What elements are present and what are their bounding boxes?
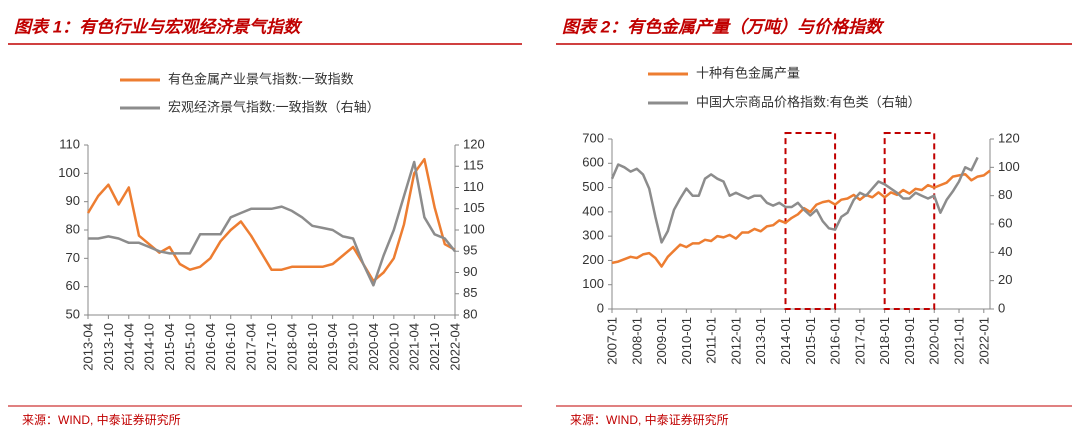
x-tick-label: 2008-01 — [629, 317, 644, 365]
x-tick-label: 2017-01 — [852, 317, 867, 365]
x-tick-label: 2007-01 — [605, 317, 620, 365]
x-tick-label: 2013-01 — [753, 317, 768, 365]
x-tick-label: 2019-10 — [346, 323, 361, 371]
x-tick-label: 2013-04 — [81, 323, 96, 371]
series-line — [610, 156, 979, 244]
series-line — [611, 169, 991, 268]
x-tick-label: 2016-01 — [828, 317, 843, 365]
x-tick-label: 2017-10 — [264, 323, 279, 371]
legend-label: 十种有色金属产量 — [696, 65, 800, 80]
series-line — [88, 160, 456, 287]
x-tick-label: 2022-01 — [976, 317, 991, 365]
x-tick-label: 2018-01 — [877, 317, 892, 365]
y2-tick-label: 0 — [998, 300, 1005, 315]
y2-tick-label: 40 — [998, 244, 1012, 259]
y2-tick-label: 60 — [998, 215, 1012, 230]
x-tick-label: 2020-04 — [366, 323, 381, 371]
y-tick-label: 110 — [59, 136, 80, 151]
legend-label: 有色金属产业景气指数:一致指数 — [168, 71, 354, 86]
x-tick-label: 2010-01 — [679, 317, 694, 365]
x-tick-label: 2020-10 — [386, 323, 401, 371]
highlight-box — [883, 132, 936, 310]
x-tick-label: 2021-10 — [427, 323, 442, 371]
x-tick-label: 2018-04 — [284, 323, 299, 371]
chart-title: 图表 2：有色金属产量（万吨）与价格指数 — [562, 17, 885, 36]
x-tick-label: 2022-04 — [448, 323, 463, 371]
y-tick-label: 60 — [66, 278, 80, 293]
y-tick-label: 700 — [582, 130, 604, 145]
y2-tick-label: 95 — [463, 243, 477, 258]
y2-tick-label: 120 — [998, 130, 1020, 145]
y-tick-label: 200 — [582, 252, 604, 267]
x-tick-label: 2015-10 — [182, 323, 197, 371]
x-tick-label: 2021-01 — [952, 317, 967, 365]
x-tick-label: 2011-01 — [704, 317, 719, 364]
y-tick-label: 500 — [582, 179, 604, 194]
chart-title: 图表 1：有色行业与宏观经济景气指数 — [14, 17, 303, 36]
y2-tick-label: 80 — [998, 187, 1012, 202]
x-tick-label: 2019-04 — [325, 323, 340, 371]
x-tick-label: 2009-01 — [654, 317, 669, 365]
x-tick-label: 2016-04 — [203, 323, 218, 371]
y2-tick-label: 85 — [463, 285, 477, 300]
y-tick-label: 0 — [597, 300, 604, 315]
y-tick-label: 600 — [582, 155, 604, 170]
x-tick-label: 2021-04 — [407, 323, 422, 371]
x-tick-label: 2017-04 — [244, 323, 259, 371]
x-tick-label: 2016-10 — [223, 323, 238, 371]
x-tick-label: 2014-04 — [121, 323, 136, 371]
y2-tick-label: 100 — [463, 221, 485, 236]
y-tick-label: 90 — [66, 193, 80, 208]
y2-tick-label: 90 — [463, 264, 477, 279]
y-tick-label: 300 — [582, 228, 604, 243]
x-tick-label: 2015-01 — [803, 317, 818, 365]
y-tick-label: 100 — [58, 165, 80, 180]
highlight-box — [784, 132, 837, 310]
y-tick-label: 80 — [66, 221, 80, 236]
y2-tick-label: 105 — [463, 200, 485, 215]
x-tick-label: 2018-10 — [305, 323, 320, 371]
y-tick-label: 50 — [66, 306, 80, 321]
y-tick-label: 70 — [66, 250, 80, 265]
x-tick-label: 2014-01 — [778, 317, 793, 365]
y2-tick-label: 120 — [463, 136, 485, 151]
x-tick-label: 2019-01 — [902, 317, 917, 365]
x-tick-label: 2012-01 — [728, 317, 743, 365]
legend-label: 中国大宗商品价格指数:有色类（右轴） — [696, 94, 921, 109]
y2-tick-label: 115 — [463, 158, 484, 173]
x-tick-label: 2020-01 — [927, 317, 942, 365]
y-tick-label: 400 — [582, 203, 604, 218]
source: 来源：WIND, 中泰证券研究所 — [570, 412, 729, 427]
y2-tick-label: 110 — [463, 179, 484, 194]
y2-tick-label: 80 — [463, 306, 477, 321]
legend-label: 宏观经济景气指数:一致指数（右轴） — [168, 99, 380, 114]
y2-tick-label: 20 — [998, 272, 1012, 287]
series-line — [86, 157, 456, 283]
y2-tick-label: 100 — [998, 159, 1020, 174]
source: 来源：WIND, 中泰证券研究所 — [22, 412, 181, 427]
x-tick-label: 2015-04 — [162, 323, 177, 371]
x-tick-label: 2014-10 — [142, 323, 157, 371]
y-tick-label: 100 — [582, 276, 604, 291]
x-tick-label: 2013-10 — [101, 323, 116, 371]
